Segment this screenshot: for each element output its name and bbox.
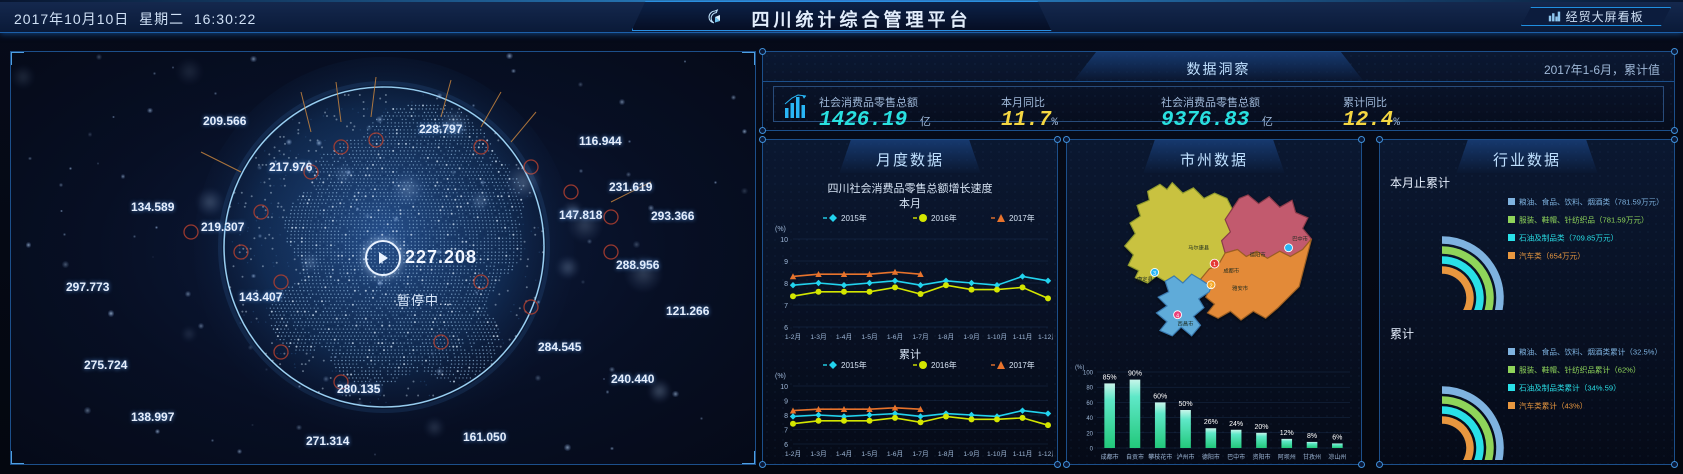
svg-text:石油及制品类累计（34%.59）: 石油及制品类累计（34%.59） (1519, 383, 1621, 393)
svg-text:资阳市: 资阳市 (1252, 453, 1270, 461)
svg-text:雅安市: 雅安市 (1232, 284, 1248, 292)
svg-text:2017年: 2017年 (1009, 360, 1035, 370)
svg-text:1-3月: 1-3月 (810, 450, 826, 458)
svg-text:6: 6 (784, 442, 788, 449)
svg-text:0: 0 (1090, 447, 1094, 453)
svg-text:7: 7 (784, 428, 788, 435)
svg-text:1-9月: 1-9月 (963, 450, 979, 458)
svg-text:巴中市: 巴中市 (1292, 235, 1308, 243)
svg-text:8%: 8% (1307, 433, 1317, 440)
svg-text:1-8月: 1-8月 (938, 450, 954, 458)
svg-text:1-5月: 1-5月 (861, 450, 877, 458)
svg-text:服装、鞋帽、针纺织品累计（62%）: 服装、鞋帽、针纺织品累计（62%） (1519, 365, 1641, 375)
svg-text:1-11月: 1-11月 (1013, 450, 1033, 458)
svg-text:2015年: 2015年 (841, 213, 867, 223)
svg-text:攀枝花市: 攀枝花市 (1148, 453, 1172, 461)
svg-text:10: 10 (780, 384, 788, 391)
svg-text:10: 10 (780, 237, 788, 244)
svg-text:20: 20 (1086, 431, 1093, 437)
svg-text:1-7月: 1-7月 (912, 450, 928, 458)
svg-text:1-9月: 1-9月 (963, 333, 979, 341)
svg-text:90%: 90% (1128, 371, 1142, 378)
svg-text:阿坝州: 阿坝州 (1278, 453, 1296, 461)
svg-text:7: 7 (784, 303, 788, 310)
svg-text:1-10月: 1-10月 (987, 450, 1007, 458)
svg-text:100: 100 (1083, 371, 1094, 377)
svg-text:24%: 24% (1229, 421, 1243, 428)
svg-text:泸州市: 泸州市 (1177, 453, 1195, 461)
svg-text:(%): (%) (775, 226, 786, 233)
svg-text:甘孜州: 甘孜州 (1303, 453, 1321, 461)
svg-text:自贡市: 自贡市 (1126, 453, 1144, 461)
svg-text:1-4月: 1-4月 (836, 333, 852, 341)
svg-text:2016年: 2016年 (931, 213, 957, 223)
svg-text:服装、鞋帽、针纺织品（781.59万元）: 服装、鞋帽、针纺织品（781.59万元） (1519, 215, 1649, 225)
svg-text:26%: 26% (1204, 419, 1218, 426)
svg-text:成都市: 成都市 (1223, 266, 1239, 274)
svg-text:9: 9 (784, 259, 788, 266)
svg-text:1-10月: 1-10月 (987, 333, 1007, 341)
svg-text:凉山州: 凉山州 (1328, 453, 1346, 461)
svg-text:汽车类（654万元）: 汽车类（654万元） (1519, 251, 1585, 261)
svg-text:8: 8 (784, 413, 788, 420)
svg-text:汽车类累计（43%）: 汽车类累计（43%） (1519, 401, 1587, 411)
svg-text:2017年: 2017年 (1009, 213, 1035, 223)
svg-text:6%: 6% (1332, 434, 1342, 441)
svg-text:1-3月: 1-3月 (810, 333, 826, 341)
svg-text:德阳市: 德阳市 (1250, 251, 1266, 259)
svg-text:85%: 85% (1103, 374, 1117, 381)
svg-text:成都市: 成都市 (1101, 453, 1119, 461)
svg-text:6: 6 (784, 325, 788, 332)
svg-text:60%: 60% (1153, 393, 1167, 400)
svg-text:2: 2 (1210, 283, 1213, 289)
svg-text:1-11月: 1-11月 (1013, 333, 1033, 341)
svg-text:1-12月: 1-12月 (1038, 333, 1053, 341)
svg-text:3: 3 (1153, 271, 1156, 277)
svg-text:1-2月: 1-2月 (785, 450, 801, 458)
svg-text:石油及制品类（709.85万元）: 石油及制品类（709.85万元） (1519, 233, 1618, 243)
svg-text:40: 40 (1086, 416, 1093, 422)
svg-text:巴中市: 巴中市 (1227, 453, 1245, 461)
svg-text:粮油、食品、饮料、烟酒类（781.59万元）: 粮油、食品、饮料、烟酒类（781.59万元） (1519, 197, 1664, 207)
svg-text:80: 80 (1086, 386, 1093, 392)
svg-text:1-2月: 1-2月 (785, 333, 801, 341)
svg-text:4: 4 (1176, 313, 1179, 319)
svg-text:(%): (%) (775, 373, 786, 380)
svg-text:2016年: 2016年 (931, 360, 957, 370)
svg-text:1-8月: 1-8月 (938, 333, 954, 341)
svg-text:西昌市: 西昌市 (1178, 319, 1194, 327)
svg-text:粮油、食品、饮料、烟酒类累计（32.5%）: 粮油、食品、饮料、烟酒类累计（32.5%） (1519, 347, 1662, 357)
svg-text:德阳市: 德阳市 (1202, 453, 1220, 461)
svg-text:1-7月: 1-7月 (912, 333, 928, 341)
svg-text:8: 8 (784, 281, 788, 288)
svg-text:2015年: 2015年 (841, 360, 867, 370)
svg-text:1-6月: 1-6月 (887, 333, 903, 341)
svg-text:1-5月: 1-5月 (861, 333, 877, 341)
svg-text:1-4月: 1-4月 (836, 450, 852, 458)
svg-text:1-6月: 1-6月 (887, 450, 903, 458)
svg-text:1: 1 (1213, 262, 1216, 268)
svg-text:9: 9 (784, 399, 788, 406)
svg-text:12%: 12% (1280, 430, 1294, 437)
svg-text:(%): (%) (1075, 365, 1084, 371)
svg-text:50%: 50% (1179, 401, 1193, 408)
svg-text:1-12月: 1-12月 (1038, 450, 1053, 458)
svg-text:60: 60 (1086, 401, 1093, 407)
svg-text:康定县: 康定县 (1137, 275, 1153, 283)
svg-text:20%: 20% (1254, 424, 1268, 431)
svg-text:马尔康县: 马尔康县 (1188, 244, 1209, 252)
